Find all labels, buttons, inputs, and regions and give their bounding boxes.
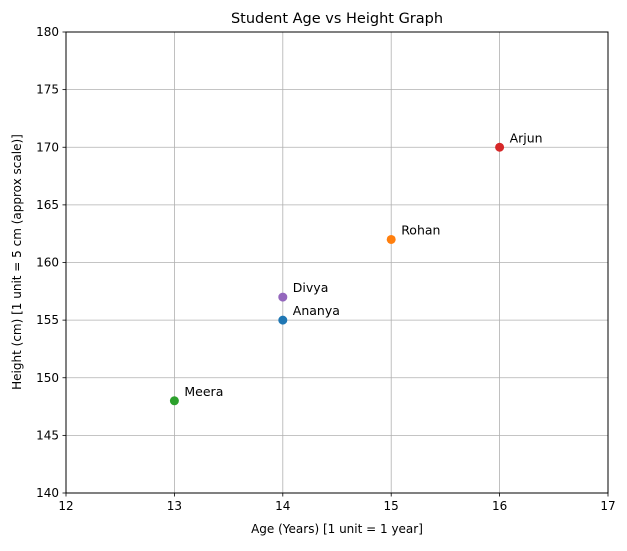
y-axis: 140 145 150 155 160 165 170 175 180 <box>36 25 66 500</box>
y-tick-label: 150 <box>36 371 59 385</box>
x-axis: 12 13 14 15 16 17 <box>58 493 616 513</box>
data-points <box>169 142 505 406</box>
x-tick-label: 13 <box>167 499 182 513</box>
y-tick-label: 165 <box>36 198 59 212</box>
x-tick-label: 17 <box>600 499 615 513</box>
point-label-ananya: Ananya <box>293 303 340 318</box>
y-tick-label: 140 <box>36 486 59 500</box>
x-tick-label: 14 <box>275 499 290 513</box>
data-point-arjun <box>495 142 505 152</box>
y-axis-label: Height (cm) [1 unit = 5 cm (approx scale… <box>10 134 24 390</box>
point-label-meera: Meera <box>184 384 223 399</box>
y-tick-label: 155 <box>36 313 59 327</box>
grid-lines <box>65 31 609 494</box>
data-point-rohan <box>386 234 396 244</box>
y-tick-label: 180 <box>36 25 59 39</box>
y-tick-label: 145 <box>36 428 59 442</box>
chart-title: Student Age vs Height Graph <box>231 11 443 27</box>
x-axis-label: Age (Years) [1 unit = 1 year] <box>251 522 423 536</box>
point-label-rohan: Rohan <box>401 222 440 237</box>
y-tick-label: 175 <box>36 83 59 97</box>
y-tick-label: 160 <box>36 256 59 270</box>
x-tick-label: 16 <box>492 499 507 513</box>
point-label-arjun: Arjun <box>510 130 543 145</box>
x-tick-label: 12 <box>58 499 73 513</box>
data-point-ananya <box>278 315 288 325</box>
x-tick-label: 15 <box>384 499 399 513</box>
data-point-meera <box>169 396 179 406</box>
point-label-divya: Divya <box>293 280 329 295</box>
point-labels: Ananya Rohan Meera Arjun Divya <box>184 130 542 399</box>
y-tick-label: 170 <box>36 140 59 154</box>
data-point-divya <box>278 292 288 302</box>
